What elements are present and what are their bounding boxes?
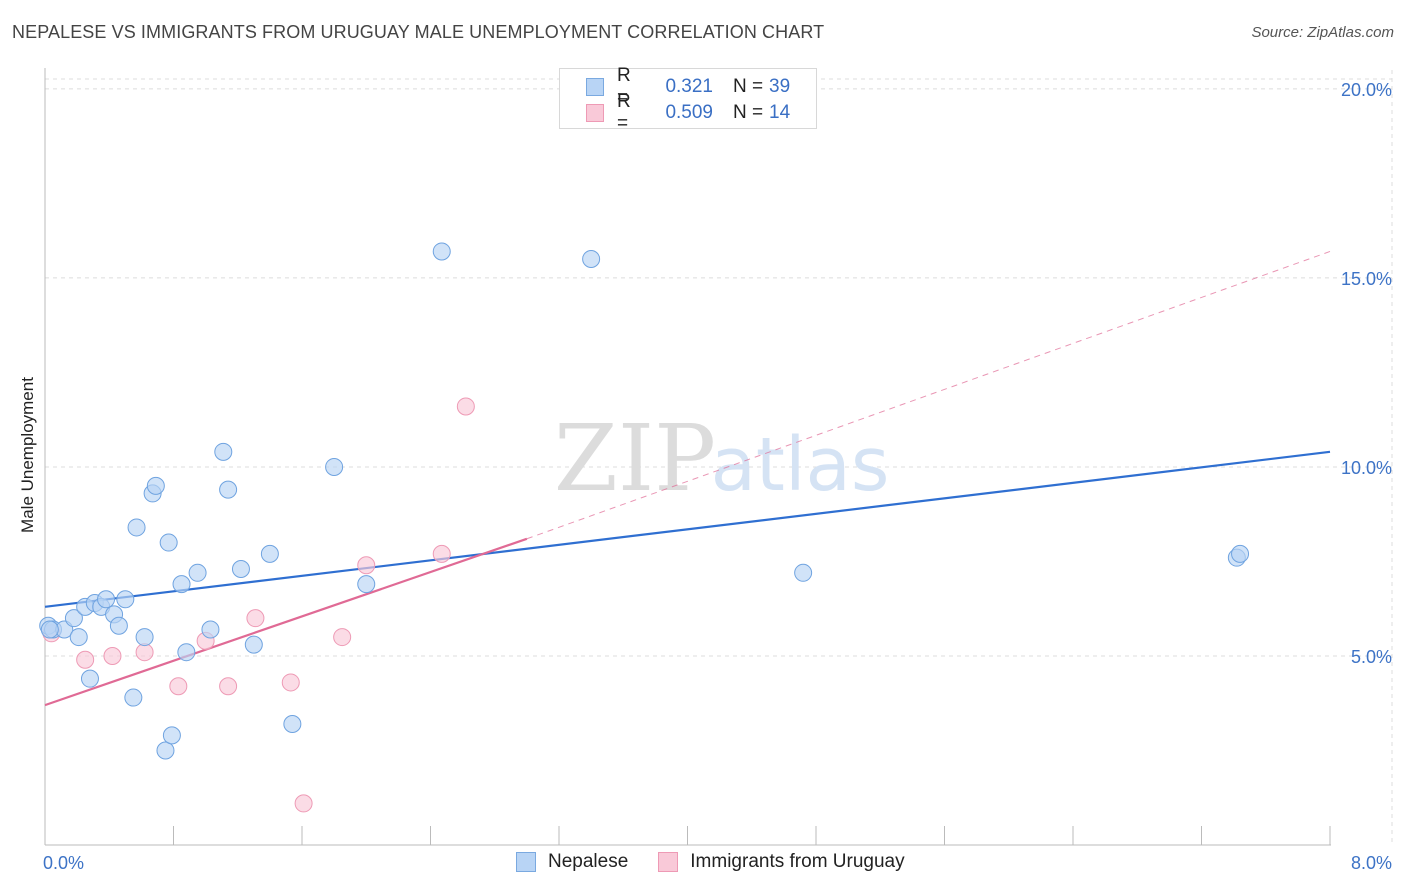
data-point (432, 242, 451, 261)
data-point (201, 620, 220, 639)
x-tick-label-max: 8.0% (1351, 853, 1392, 873)
data-point (219, 677, 238, 696)
data-point (135, 628, 154, 647)
data-point (357, 575, 376, 594)
legend-swatch-uruguay (586, 104, 604, 122)
series-legend: Nepalese Immigrants from Uruguay (516, 851, 935, 873)
data-point (188, 563, 207, 582)
data-point (246, 609, 265, 628)
data-point (1231, 544, 1250, 563)
data-point (283, 715, 302, 734)
y-tick-label: 5.0% (1351, 647, 1392, 667)
watermark: ZIP atlas (554, 405, 890, 512)
data-point (231, 560, 250, 579)
trend-line-0 (44, 450, 1331, 608)
series-label-uruguay: Immigrants from Uruguay (690, 851, 905, 872)
data-point (109, 616, 128, 635)
data-point (325, 457, 344, 476)
y-tick-label: 15.0% (1341, 269, 1392, 289)
data-point (80, 669, 99, 688)
y-tick-label: 20.0% (1341, 80, 1392, 100)
series-swatch-uruguay (658, 852, 679, 872)
x-tick-label-min: 0.0% (43, 853, 84, 873)
data-point (260, 544, 279, 563)
data-point (76, 650, 95, 669)
trend-line-1 (44, 537, 528, 707)
data-point (64, 609, 83, 628)
data-point (103, 646, 122, 665)
data-point (40, 620, 59, 639)
data-point (172, 575, 191, 594)
data-point (432, 544, 451, 563)
watermark-zip: ZIP (554, 405, 716, 512)
data-point (162, 726, 181, 745)
source-label: Source: ZipAtlas.com (1251, 24, 1394, 41)
axes (44, 68, 1331, 846)
legend-r-value: 0.509 (665, 102, 713, 123)
legend-n-label: N = (733, 76, 764, 97)
data-point (281, 673, 300, 692)
legend-row-nepalese: R = 0.321 N = 39 (586, 65, 791, 108)
watermark-atlas: atlas (711, 422, 890, 508)
series-swatch-nepalese (516, 852, 536, 872)
legend-r-label: R = (617, 91, 631, 134)
series-legend-nepalese[interactable]: Nepalese (516, 851, 628, 873)
data-point (156, 741, 175, 760)
legend-n-label: N = (733, 102, 764, 123)
data-point (219, 480, 238, 499)
data-point (146, 476, 165, 495)
data-point (794, 563, 813, 582)
data-point (357, 556, 376, 575)
data-point (214, 442, 233, 461)
data-point (294, 794, 313, 813)
data-point (456, 397, 475, 416)
chart-title: NEPALESE VS IMMIGRANTS FROM URUGUAY MALE… (12, 22, 825, 42)
tick-labels: 5.0% 10.0% 15.0% 20.0% 0.0% 8.0% (43, 80, 1392, 873)
series-label-nepalese: Nepalese (548, 851, 629, 872)
legend-row-uruguay: R = 0.509 N = 14 (586, 91, 791, 134)
data-point (127, 518, 146, 537)
data-points (39, 242, 1250, 813)
legend-swatch-nepalese (586, 78, 604, 96)
trend-lines (44, 250, 1331, 707)
data-point (169, 677, 188, 696)
data-point (116, 590, 135, 609)
legend-n-value: 14 (769, 102, 791, 123)
data-point (135, 643, 154, 662)
data-point (582, 250, 601, 269)
data-point (177, 643, 196, 662)
y-tick-label: 10.0% (1341, 458, 1392, 478)
data-point (69, 628, 88, 647)
data-point (333, 628, 352, 647)
legend-r-value: 0.321 (665, 76, 713, 97)
stats-legend: R = 0.321 N = 39 R = 0.509 N = 14 (559, 65, 817, 134)
data-point (244, 635, 263, 654)
data-point (124, 688, 143, 707)
data-point (97, 590, 116, 609)
series-legend-uruguay[interactable]: Immigrants from Uruguay (658, 851, 905, 873)
data-point (159, 533, 178, 552)
grid-lines (45, 70, 1393, 845)
legend-r-label: R = (617, 65, 631, 108)
legend-n-value: 39 (769, 76, 791, 97)
